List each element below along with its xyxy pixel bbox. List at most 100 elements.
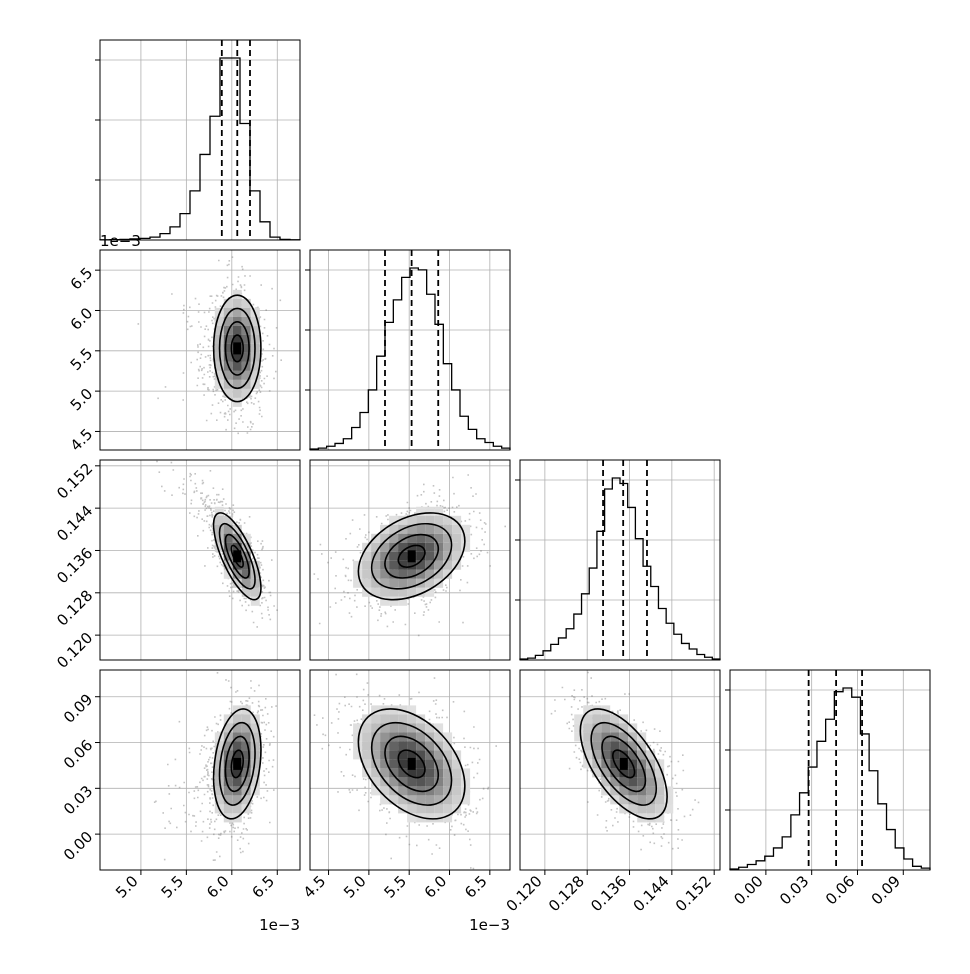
x-tick-label: 5.5 — [158, 872, 188, 902]
density-cell — [232, 750, 242, 760]
density-cell — [398, 795, 408, 805]
density-cell — [214, 316, 224, 326]
density-cell — [443, 560, 453, 570]
density-cell — [610, 714, 620, 724]
density-cell — [452, 533, 462, 543]
density-cell — [389, 551, 399, 561]
density-cell — [619, 723, 629, 733]
density-cell — [353, 578, 363, 588]
density-cell — [362, 759, 372, 769]
density-cell — [232, 352, 242, 362]
density-cell — [619, 750, 629, 760]
density-cell — [574, 732, 584, 742]
density-cell — [664, 804, 674, 814]
density-cell — [443, 515, 453, 525]
density-cell — [637, 786, 647, 796]
density-cell — [241, 759, 251, 769]
contour-line — [357, 708, 466, 820]
density-cell — [416, 524, 426, 534]
density-cell — [232, 307, 242, 317]
density-cell — [452, 515, 462, 525]
density-cell — [223, 569, 233, 579]
density-cell — [371, 732, 381, 742]
density-cell — [452, 542, 462, 552]
density-cell — [434, 804, 444, 814]
density-cell — [389, 533, 399, 543]
density-cell — [434, 551, 444, 561]
density-cell — [380, 533, 390, 543]
density-cell — [592, 723, 602, 733]
x-tick-label: 6.0 — [421, 872, 451, 902]
density-cell — [628, 732, 638, 742]
density-cell — [223, 298, 233, 308]
density-cell — [223, 741, 233, 751]
density-cell — [214, 370, 224, 380]
density-cell — [250, 316, 260, 326]
density-cell — [619, 777, 629, 787]
density-cell — [592, 705, 602, 715]
panel-bg — [100, 670, 300, 870]
density-cell — [214, 732, 224, 742]
density-cell — [223, 343, 233, 353]
density-cell — [223, 533, 233, 543]
density-cell — [601, 732, 611, 742]
contour-line — [230, 749, 244, 779]
density-cell — [434, 759, 444, 769]
scatter-panel-2-1 — [309, 459, 511, 661]
scatter-points — [156, 460, 278, 628]
hist-panel-0 — [95, 39, 301, 241]
density-cell — [583, 741, 593, 751]
density-cell — [232, 795, 242, 805]
density-cell — [223, 723, 233, 733]
density-cell — [637, 750, 647, 760]
density-cell — [434, 795, 444, 805]
density-cell — [407, 515, 417, 525]
density-cell — [601, 777, 611, 787]
x-tick-label: 6.0 — [203, 872, 233, 902]
density-cell — [592, 759, 602, 769]
density-cell — [461, 524, 471, 534]
density-cell — [452, 759, 462, 769]
density-cell — [223, 524, 233, 534]
density-cell — [655, 795, 665, 805]
y-tick-label: 0.128 — [53, 586, 96, 629]
density-cell — [443, 569, 453, 579]
density-cell — [389, 596, 399, 606]
density-cell — [223, 334, 233, 344]
density-cell — [416, 506, 426, 516]
density-cell — [425, 542, 435, 552]
density-cell — [416, 714, 426, 724]
density-cell — [214, 750, 224, 760]
density-cell — [241, 569, 251, 579]
density-cell — [223, 307, 233, 317]
x-tick-label: 0.06 — [822, 872, 858, 908]
density-cell — [416, 533, 426, 543]
density-cell — [655, 804, 665, 814]
density-cell — [407, 741, 417, 751]
panel-frame — [519, 669, 721, 871]
density-cell — [380, 795, 390, 805]
contour-line — [212, 512, 262, 601]
density-cell — [353, 560, 363, 570]
density-cell — [425, 813, 435, 823]
contour-line — [384, 735, 440, 793]
density-cell — [232, 334, 242, 344]
density-cell — [637, 777, 647, 787]
density-cell — [452, 768, 462, 778]
density-peak — [407, 550, 416, 563]
contour-line — [370, 522, 453, 590]
density-cell — [407, 542, 417, 552]
density-cell — [398, 515, 408, 525]
density-cell — [214, 506, 224, 516]
density-cell — [371, 551, 381, 561]
x-tick-label: 5.5 — [380, 872, 410, 902]
density-cell — [380, 777, 390, 787]
panel-content — [550, 671, 700, 870]
density-cell — [583, 732, 593, 742]
density-cell — [434, 786, 444, 796]
density-cell — [214, 542, 224, 552]
density-cell — [223, 370, 233, 380]
density-cell — [214, 361, 224, 371]
x-tick-label: 0.152 — [672, 872, 715, 915]
x-tick-label: 0.03 — [776, 872, 812, 908]
